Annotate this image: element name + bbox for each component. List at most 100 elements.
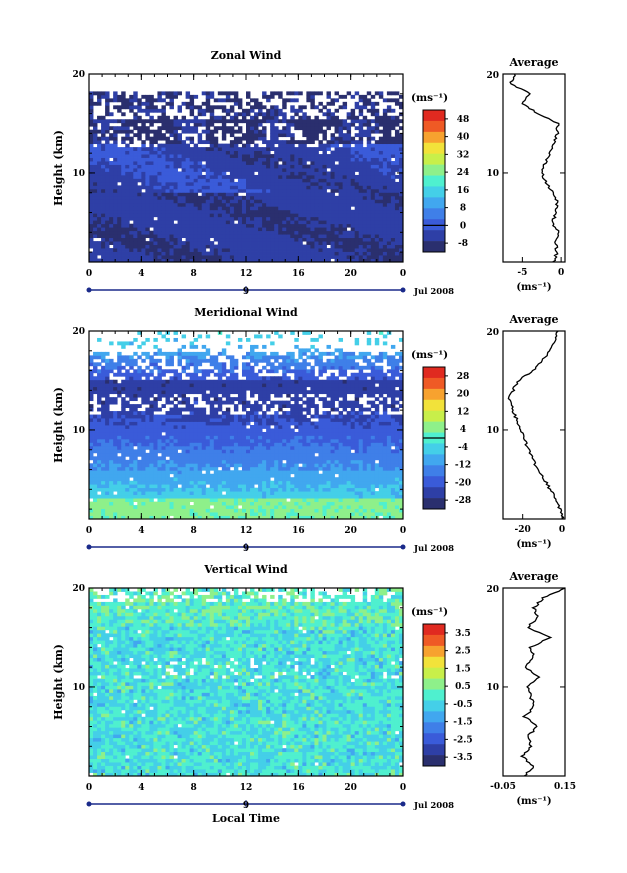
- colorbar-swatch: [423, 377, 445, 390]
- colorbar-tick-label: 2.5: [455, 647, 471, 657]
- x-tick-label: 0: [86, 783, 92, 793]
- colorbar-unit: (ms⁻¹): [411, 349, 448, 361]
- colorbar-swatch: [423, 208, 445, 220]
- profile-top-label: 20: [486, 585, 499, 595]
- colorbar-swatch: [423, 711, 445, 723]
- x-tick-label: 8: [191, 526, 197, 536]
- profile-top-label: 20: [486, 71, 499, 81]
- profile-x-tick-label: 0: [559, 525, 565, 535]
- colorbar-tick-label: -20: [455, 478, 471, 488]
- day-label: 9: [243, 801, 249, 811]
- x-tick-label: 4: [138, 269, 144, 279]
- day-axis-end: [400, 544, 406, 550]
- y-tick-label: 10: [72, 683, 85, 693]
- colorbar-tick-label: 20: [457, 390, 470, 400]
- colorbar-tick-label: 32: [457, 150, 470, 160]
- x-axis-label: Local Time: [212, 812, 280, 825]
- y-tick-label: 20: [72, 327, 85, 337]
- day-axis-end: [400, 287, 406, 293]
- x-tick-label: 8: [191, 783, 197, 793]
- x-tick-label: 0: [400, 269, 406, 279]
- x-tick-label: 4: [138, 526, 144, 536]
- colorbar-swatch: [423, 110, 445, 122]
- day-axis-start: [86, 544, 92, 550]
- colorbar: (ms⁻¹) 48 40 32 24 16 8 0 -8: [411, 92, 470, 253]
- x-tick-label: 16: [292, 526, 305, 536]
- colorbar-tick-label: 8: [460, 204, 466, 214]
- x-tick-label: 8: [191, 269, 197, 279]
- colorbar-swatch: [423, 367, 445, 379]
- colorbar-tick-label: 28: [457, 372, 470, 382]
- colorbar-swatch: [423, 454, 445, 466]
- y-tick-label: 10: [72, 169, 85, 179]
- colorbar-swatch: [423, 689, 445, 701]
- x-tick-label: 12: [240, 526, 253, 536]
- colorbar-swatch: [423, 131, 445, 144]
- colorbar-tick-label: -3.5: [453, 753, 472, 763]
- colorbar-swatch: [423, 700, 445, 712]
- heatmap-cells: [89, 91, 404, 263]
- colorbar-tick-label: 40: [457, 133, 470, 143]
- x-tick-label: 16: [292, 783, 305, 793]
- colorbar-swatch: [423, 175, 445, 187]
- date-label: Jul 2008: [413, 544, 454, 554]
- profile-title: Average: [508, 570, 558, 583]
- y-tick-label: 20: [72, 584, 85, 594]
- profile-x-tick-label: -5: [517, 268, 527, 278]
- colorbar-swatch: [423, 722, 445, 734]
- heatmap-cells: [89, 588, 404, 777]
- colorbar-swatch: [423, 142, 445, 154]
- panel-title: Zonal Wind: [211, 49, 282, 62]
- average-profile: Average 10 20 -20 0 (ms⁻¹): [486, 313, 566, 550]
- profile-title: Average: [508, 313, 558, 326]
- colorbar-tick-label: 16: [457, 186, 470, 196]
- profile-title: Average: [508, 56, 558, 69]
- x-tick-label: 12: [240, 783, 253, 793]
- colorbar-tick-label: 48: [457, 115, 470, 125]
- colorbar-swatch: [423, 498, 445, 510]
- colorbar-tick-label: -2.5: [453, 735, 472, 745]
- x-tick-label: 0: [400, 783, 406, 793]
- colorbar-swatch: [423, 465, 445, 477]
- profile-x-axis-label: (ms⁻¹): [516, 539, 551, 550]
- colorbar-tick-label: -4: [458, 443, 468, 453]
- panel-meridional: Meridional Wind 0 4 8 12 16 20 0 10 20 Height (km)…: [52, 306, 566, 554]
- profile-y-tick-label: 10: [486, 683, 499, 693]
- colorbar-swatch: [423, 487, 445, 499]
- profile-x-tick-label: -0.05: [490, 782, 516, 792]
- colorbar-swatch: [423, 443, 445, 455]
- x-tick-label: 20: [344, 526, 357, 536]
- colorbar-swatch: [423, 678, 445, 690]
- x-tick-label: 20: [344, 269, 357, 279]
- day-axis-end: [400, 801, 406, 807]
- colorbar-swatch: [423, 388, 445, 401]
- day-axis-start: [86, 287, 92, 293]
- date-label: Jul 2008: [413, 801, 454, 811]
- colorbar-swatch: [423, 667, 445, 679]
- profile-y-tick-label: 10: [486, 169, 499, 179]
- panel-title: Vertical Wind: [203, 563, 288, 576]
- y-tick-label: 20: [72, 70, 85, 80]
- profile-top-label: 20: [486, 328, 499, 338]
- x-tick-label: 16: [292, 269, 305, 279]
- x-tick-label: 0: [86, 526, 92, 536]
- colorbar-frame: [422, 623, 446, 767]
- average-profile: Average 10 20 -5 0 (ms⁻¹): [486, 56, 566, 293]
- colorbar-unit: (ms⁻¹): [411, 92, 448, 104]
- profile-x-tick-label: 0: [558, 268, 564, 278]
- colorbar-swatch: [423, 476, 445, 488]
- x-tick-label: 0: [400, 526, 406, 536]
- colorbar-swatch: [423, 399, 445, 411]
- average-profile: Average 10 20 -0.05 0.15(ms⁻¹): [486, 570, 575, 807]
- colorbar-tick-label: -0.5: [453, 700, 472, 710]
- colorbar-tick-label: 1.5: [455, 664, 471, 674]
- colorbar-tick-label: -1.5: [453, 718, 472, 728]
- colorbar-swatch: [423, 197, 445, 209]
- x-tick-label: 0: [86, 269, 92, 279]
- colorbar-swatch: [423, 164, 445, 176]
- colorbar-swatch: [423, 241, 445, 253]
- colorbar-swatch: [423, 634, 445, 647]
- y-axis-label: Height (km): [52, 130, 65, 206]
- colorbar-swatch: [423, 755, 445, 767]
